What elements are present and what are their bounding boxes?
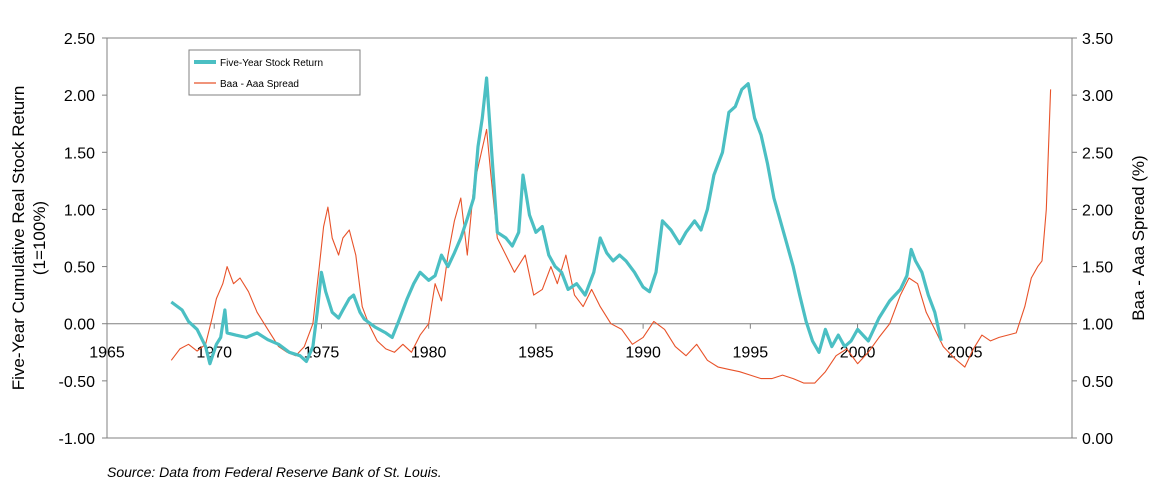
left-tick-label: -1.00 <box>59 431 96 448</box>
x-tick-label: 2000 <box>840 345 876 362</box>
legend-label-stock-return: Five-Year Stock Return <box>220 58 323 69</box>
left-axis-title: Five-Year Cumulative Real Stock Return <box>9 86 28 391</box>
left-tick-label: 1.50 <box>64 145 95 162</box>
left-tick-label: -0.50 <box>59 374 96 391</box>
left-axis-ticks: 2.50 2.00 1.50 1.00 0.50 0.00 -0.50 -1.00 <box>59 31 107 448</box>
left-tick-label: 2.50 <box>64 31 95 48</box>
legend-box <box>188 49 361 96</box>
source-note: Source: Data from Federal Reserve Bank o… <box>107 464 442 480</box>
left-tick-label: 1.00 <box>64 202 95 219</box>
x-tick-label: 1990 <box>625 345 661 362</box>
right-tick-label: 3.50 <box>1082 31 1113 48</box>
right-tick-label: 1.00 <box>1082 317 1113 334</box>
left-tick-label: 0.50 <box>64 260 95 277</box>
left-tick-label: 2.00 <box>64 88 95 105</box>
x-tick-label: 1980 <box>411 345 447 362</box>
left-axis-subtitle: (1=100%) <box>30 201 49 275</box>
legend: Five-Year Stock Return Baa - Aaa Spread <box>188 49 361 96</box>
right-tick-label: 1.50 <box>1082 260 1113 277</box>
right-tick-label: 0.50 <box>1082 374 1113 391</box>
series-line-spread <box>170 89 1052 384</box>
plot-area <box>106 37 1073 439</box>
series-layer <box>170 76 1052 384</box>
series-line-stock-return <box>170 76 943 366</box>
right-tick-label: 0.00 <box>1082 431 1113 448</box>
right-tick-label: 3.00 <box>1082 88 1113 105</box>
right-axis-ticks: 3.50 3.00 2.50 2.00 1.50 1.00 0.50 0.00 <box>1072 31 1113 448</box>
x-tick-label: 1965 <box>89 345 125 362</box>
right-axis-title: Baa - Aaa Spread (%) <box>1129 155 1148 320</box>
x-tick-label: 2005 <box>947 345 983 362</box>
x-tick-label: 1995 <box>733 345 769 362</box>
right-tick-label: 2.50 <box>1082 145 1113 162</box>
x-tick-label: 1985 <box>518 345 554 362</box>
legend-label-spread: Baa - Aaa Spread <box>220 79 299 90</box>
right-tick-label: 2.00 <box>1082 202 1113 219</box>
left-tick-label: 0.00 <box>64 317 95 334</box>
